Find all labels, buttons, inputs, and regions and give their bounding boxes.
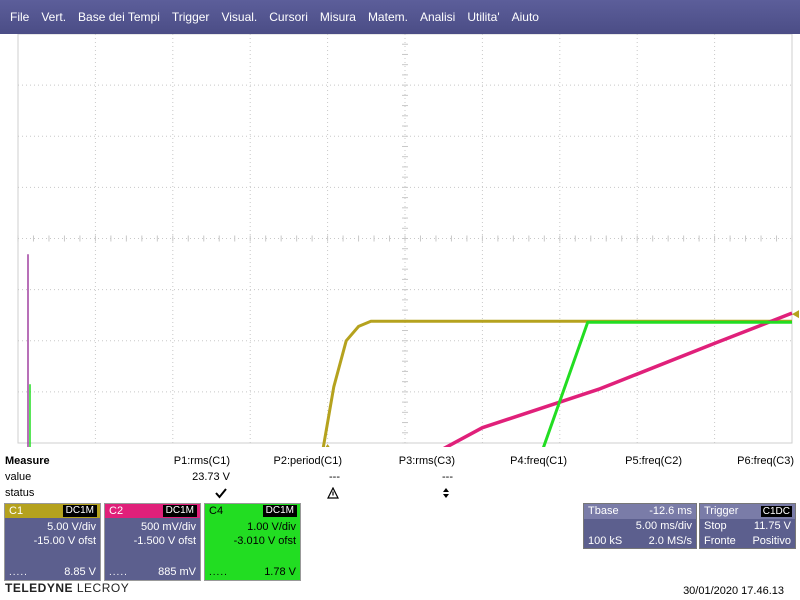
measure-header-row: Measure P1:rms(C1) P2:period(C1) P3:rms(… bbox=[0, 455, 800, 471]
channel-c2-value: 885 mV bbox=[158, 566, 196, 578]
trigger-slope: Positivo bbox=[752, 535, 791, 547]
measure-status-row: status bbox=[0, 486, 800, 503]
grid-lines bbox=[17, 34, 793, 444]
channel-c4-coupling: DC1M bbox=[262, 505, 297, 517]
param-name-p5[interactable]: P5:freq(C2) bbox=[625, 455, 682, 467]
menu-help[interactable]: Aiuto bbox=[511, 10, 539, 24]
timebase-rate: 2.0 MS/s bbox=[648, 535, 692, 547]
scope-display[interactable]: C1 bbox=[0, 34, 800, 447]
channel-c2-box[interactable]: C2 DC1M 500 mV/div -1.500 V ofst ..... 8… bbox=[104, 503, 201, 581]
markers: C1 bbox=[27, 254, 799, 447]
timebase-tdiv: 5.00 ms/div bbox=[635, 520, 692, 532]
trigger-source: C1DC bbox=[760, 506, 792, 517]
menu-trigger[interactable]: Trigger bbox=[171, 10, 210, 24]
channel-c1-box[interactable]: C1 DC1M 5.00 V/div -15.00 V ofst ..... 8… bbox=[4, 503, 101, 581]
channel-c1-value: 8.85 V bbox=[64, 566, 96, 578]
trace-c4 bbox=[542, 320, 792, 447]
timebase-samples: 100 kS bbox=[588, 535, 623, 547]
channel-c2-name: C2 bbox=[109, 505, 124, 517]
channel-c1-coupling: DC1M bbox=[62, 505, 97, 517]
channel-c4-vdiv: 1.00 V/div bbox=[247, 521, 296, 533]
trigger-time-marker bbox=[325, 444, 330, 447]
brand-part2: LECROY bbox=[76, 581, 130, 595]
measure-value-row: value 23.73 V --- --- bbox=[0, 471, 800, 487]
check-icon bbox=[110, 487, 227, 499]
trigger-level-marker bbox=[792, 310, 799, 319]
param-name-p3[interactable]: P3:rms(C3) bbox=[398, 455, 455, 467]
measure-table: Measure P1:rms(C1) P2:period(C1) P3:rms(… bbox=[0, 455, 800, 503]
menu-cursors[interactable]: Cursori bbox=[269, 10, 308, 24]
channel-c4-value: 1.78 V bbox=[264, 566, 296, 578]
trigger-mode: Stop bbox=[704, 520, 727, 532]
channel-c1-dots: ..... bbox=[9, 567, 28, 578]
timebase-box[interactable]: Tbase -12.6 ms 5.00 ms/div 100 kS 2.0 MS… bbox=[583, 503, 697, 549]
timebase-title: Tbase bbox=[588, 505, 619, 517]
trigger-title: Trigger bbox=[704, 505, 739, 517]
channel-c1-name: C1 bbox=[9, 505, 24, 517]
trigger-level: 11.75 V bbox=[753, 520, 791, 532]
traces bbox=[321, 311, 793, 447]
param-name-p4[interactable]: P4:freq(C1) bbox=[510, 455, 567, 467]
channel-c4-offset: -3.010 V ofst bbox=[233, 535, 296, 547]
param-name-p1[interactable]: P1:rms(C1) bbox=[173, 455, 230, 467]
channel-c4-name: C4 bbox=[209, 505, 224, 517]
channel-c2-dots: ..... bbox=[109, 567, 128, 578]
channel-c2-offset: -1.500 V ofst bbox=[133, 535, 196, 547]
menu-utilities[interactable]: Utilita' bbox=[467, 10, 500, 24]
menu-math[interactable]: Matem. bbox=[367, 10, 408, 24]
timebase-header bbox=[584, 504, 696, 519]
trace-c1 bbox=[321, 319, 792, 447]
param-name-p2[interactable]: P2:period(C1) bbox=[273, 455, 342, 467]
trace-c2 bbox=[442, 311, 793, 447]
timebase-delay: -12.6 ms bbox=[649, 505, 692, 517]
measure-value-label: value bbox=[5, 471, 32, 483]
brand-logo: TELEDYNE LECROY bbox=[5, 581, 129, 595]
menu-analysis[interactable]: Analisi bbox=[419, 10, 456, 24]
trigger-box[interactable]: Trigger C1DC Stop 11.75 V Fronte Positiv… bbox=[699, 503, 796, 549]
menu-measure[interactable]: Misura bbox=[319, 10, 356, 24]
menu-display[interactable]: Visual. bbox=[221, 10, 258, 24]
channel-c1-vdiv: 5.00 V/div bbox=[47, 521, 96, 533]
menu-bar: File Vert. Base dei Tempi Trigger Visual… bbox=[0, 0, 800, 34]
channel-c2-vdiv: 500 mV/div bbox=[140, 521, 196, 533]
param-value-p3: --- bbox=[442, 471, 453, 483]
param-value-p2: --- bbox=[329, 471, 340, 483]
warning-icon bbox=[222, 486, 339, 499]
menu-file[interactable]: File bbox=[10, 10, 30, 24]
channel-c4-box[interactable]: C4 DC1M 1.00 V/div -3.010 V ofst ..... 1… bbox=[204, 503, 301, 581]
menu-timebase[interactable]: Base dei Tempi bbox=[78, 10, 160, 24]
param-value-p1: 23.73 V bbox=[192, 471, 230, 483]
measure-title: Measure bbox=[5, 455, 50, 467]
channel-c4-dots: ..... bbox=[209, 567, 228, 578]
brand-part1: TELEDYNE bbox=[5, 581, 74, 595]
menu-vert[interactable]: Vert. bbox=[41, 10, 67, 24]
param-name-p6[interactable]: P6:freq(C3) bbox=[737, 455, 794, 467]
waveform-grid[interactable]: C1 bbox=[0, 34, 800, 447]
updown-icon bbox=[335, 487, 452, 499]
measure-status-label: status bbox=[5, 487, 35, 499]
datetime: 30/01/2020 17.46.13 bbox=[683, 585, 784, 597]
channel-c2-coupling: DC1M bbox=[162, 505, 197, 517]
trigger-type: Fronte bbox=[704, 535, 736, 547]
channel-c1-offset: -15.00 V ofst bbox=[33, 535, 96, 547]
